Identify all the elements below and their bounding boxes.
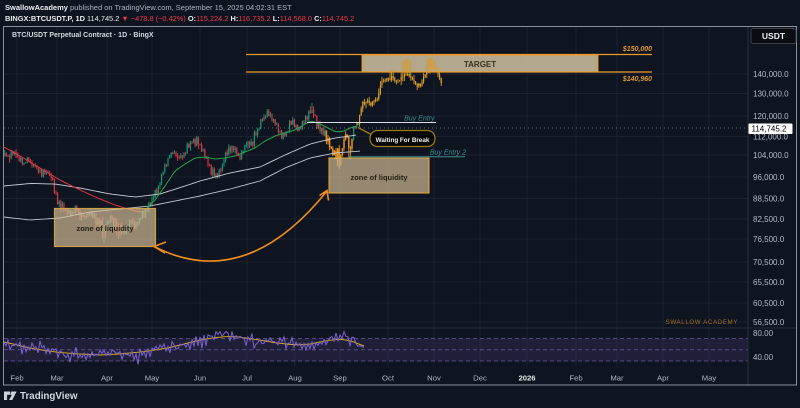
svg-text:Jun: Jun — [194, 374, 206, 383]
svg-text:May: May — [145, 374, 160, 383]
svg-text:$140,960: $140,960 — [622, 76, 652, 83]
svg-text:Dec: Dec — [473, 374, 487, 383]
svg-text:70,500.0: 70,500.0 — [753, 258, 785, 267]
svg-text:Nov: Nov — [427, 374, 441, 383]
svg-text:Buy Entry 2: Buy Entry 2 — [430, 150, 466, 157]
svg-text:zone of liquidity: zone of liquidity — [350, 173, 408, 182]
svg-text:Oct: Oct — [382, 374, 395, 383]
svg-text:$150,000: $150,000 — [622, 46, 652, 53]
svg-text:140,000.0: 140,000.0 — [753, 70, 789, 79]
svg-text:96,000.0: 96,000.0 — [753, 173, 785, 182]
svg-text:Aug: Aug — [288, 374, 302, 383]
svg-text:BTC/USDT Perpetual Contract ·: BTC/USDT Perpetual Contract · 1D · BingX — [12, 32, 154, 39]
svg-text:2026: 2026 — [518, 374, 535, 383]
svg-text:88,500.0: 88,500.0 — [753, 194, 785, 203]
svg-text:zone of liquidity: zone of liquidity — [76, 224, 134, 233]
svg-text:82,500.0: 82,500.0 — [753, 215, 785, 224]
svg-text:80.00: 80.00 — [753, 329, 774, 338]
svg-text:Waiting For Break: Waiting For Break — [376, 137, 430, 144]
svg-text:TARGET: TARGET — [464, 60, 496, 69]
svg-text:130,000.0: 130,000.0 — [753, 89, 789, 98]
svg-text:Jul: Jul — [242, 374, 252, 383]
svg-text:Apr: Apr — [101, 374, 113, 383]
svg-text:56,500.0: 56,500.0 — [753, 318, 785, 327]
svg-text:60,500.0: 60,500.0 — [753, 299, 785, 308]
svg-text:USDT: USDT — [762, 31, 786, 41]
svg-text:Sep: Sep — [333, 374, 347, 383]
svg-text:Buy Entry: Buy Entry — [404, 116, 435, 123]
svg-text:112,000.0: 112,000.0 — [753, 132, 789, 141]
svg-text:Mar: Mar — [610, 374, 624, 383]
svg-text:Mar: Mar — [50, 374, 64, 383]
svg-text:SWALLOW ACADEMY: SWALLOW ACADEMY — [666, 319, 738, 326]
svg-text:104,000.0: 104,000.0 — [753, 151, 789, 160]
svg-text:May: May — [702, 374, 717, 383]
svg-text:40.00: 40.00 — [753, 353, 774, 362]
svg-text:76,500.0: 76,500.0 — [753, 235, 785, 244]
svg-text:Feb: Feb — [10, 374, 23, 383]
svg-text:120,000.0: 120,000.0 — [753, 112, 789, 121]
svg-text:Feb: Feb — [569, 374, 582, 383]
svg-text:114,745.2: 114,745.2 — [752, 125, 788, 134]
svg-text:65,500.0: 65,500.0 — [753, 278, 785, 287]
svg-text:Apr: Apr — [657, 374, 669, 383]
